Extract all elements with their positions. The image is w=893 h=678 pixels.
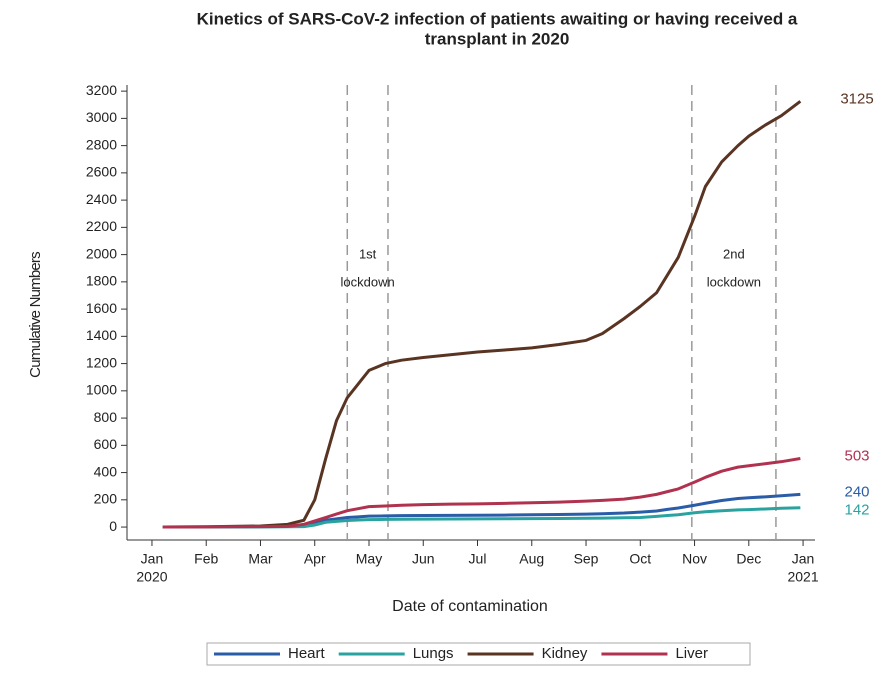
x-tick-label: Oct <box>629 551 651 567</box>
x-tick-label: Feb <box>194 551 218 567</box>
y-tick-label: 1600 <box>86 300 117 316</box>
y-axis-label: Cumulative Numbers <box>27 252 44 378</box>
y-tick-label: 2000 <box>86 245 117 261</box>
y-tick-label: 1400 <box>86 327 117 343</box>
x-tick-label: 2020 <box>136 569 167 585</box>
y-tick-label: 200 <box>94 491 118 507</box>
series-line <box>162 457 801 529</box>
series-line <box>162 100 802 529</box>
x-tick-label: Jan <box>141 551 164 567</box>
legend-box <box>206 642 751 666</box>
x-tick-label: May <box>356 551 382 567</box>
x-tick-label: Nov <box>682 551 707 567</box>
x-tick-label: Dec <box>736 551 761 567</box>
lockdown-label: 2nd <box>723 246 745 261</box>
y-tick-label: 0 <box>109 518 117 534</box>
end-label: 142 <box>844 501 869 518</box>
legend-label: Liver <box>675 645 708 662</box>
y-tick-label: 2400 <box>86 191 117 207</box>
x-tick-label: Sep <box>574 551 599 567</box>
y-tick-label: 1800 <box>86 273 117 289</box>
y-tick-label: 1200 <box>86 354 117 370</box>
x-tick-label: Jun <box>412 551 435 567</box>
lockdown-label: lockdown <box>341 274 395 289</box>
y-tick-label: 3000 <box>86 109 117 125</box>
legend-label: Kidney <box>542 645 588 662</box>
y-tick-label: 600 <box>94 436 118 452</box>
x-tick-label: Apr <box>304 551 326 567</box>
series-line <box>162 492 801 529</box>
y-tick-label: 3200 <box>86 82 117 98</box>
series-line <box>162 506 801 529</box>
y-tick-label: 400 <box>94 463 118 479</box>
x-tick-label: Jan <box>792 551 815 567</box>
lockdown-label: 1st <box>359 246 377 261</box>
legend-label: Heart <box>288 645 326 662</box>
chart-title: transplant in 2020 <box>425 29 570 48</box>
legend-label: Lungs <box>413 645 454 662</box>
end-label: 3125 <box>840 90 873 107</box>
y-tick-label: 2800 <box>86 136 117 152</box>
lockdown-label: lockdown <box>707 274 761 289</box>
x-tick-label: 2021 <box>787 569 818 585</box>
end-label: 240 <box>844 483 869 500</box>
x-tick-label: Aug <box>519 551 544 567</box>
y-tick-label: 2600 <box>86 164 117 180</box>
end-label: 503 <box>844 448 869 465</box>
x-axis-label: Date of contamination <box>392 598 548 615</box>
y-tick-label: 2200 <box>86 218 117 234</box>
x-tick-label: Jul <box>469 551 487 567</box>
y-tick-label: 1000 <box>86 382 117 398</box>
chart-title: Kinetics of SARS-CoV-2 infection of pati… <box>197 9 798 28</box>
x-tick-label: Mar <box>248 551 272 567</box>
y-tick-label: 800 <box>94 409 118 425</box>
